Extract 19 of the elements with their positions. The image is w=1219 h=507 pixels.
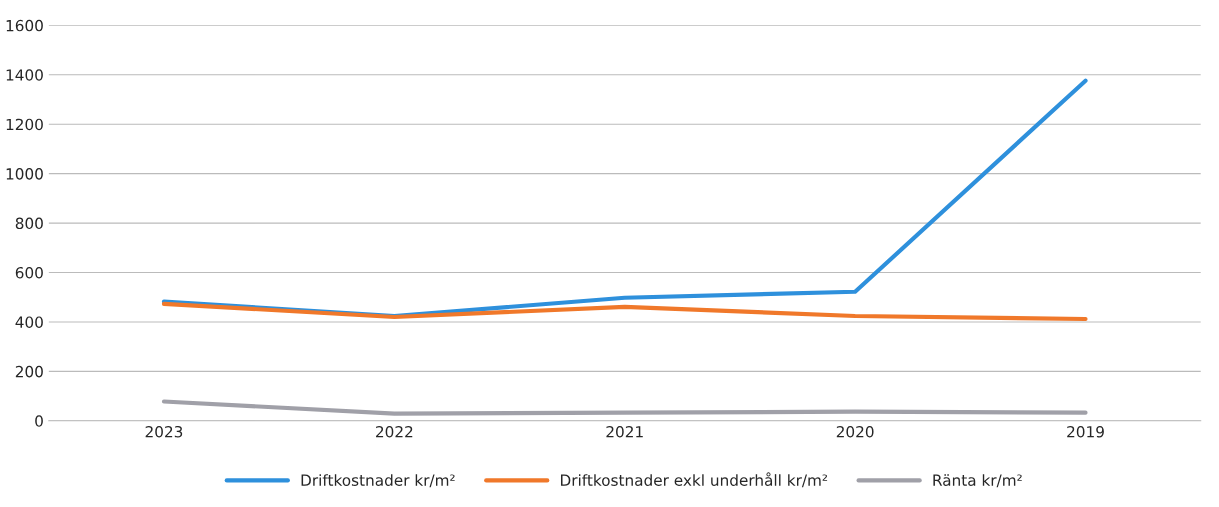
y-tick-label: 200 xyxy=(15,365,43,378)
y-tick-label: 1600 xyxy=(6,19,43,32)
line-series xyxy=(161,399,1088,416)
legend-label: Driftkostnader kr/m² xyxy=(301,474,455,488)
y-tick-label: 800 xyxy=(15,217,43,230)
x-tick-label: 2019 xyxy=(1067,425,1104,438)
legend-label: Ränta kr/m² xyxy=(933,474,1022,488)
x-tick-label: 2022 xyxy=(376,425,413,438)
y-tick-label: 1000 xyxy=(6,168,43,180)
x-tick-label: 2020 xyxy=(836,425,874,438)
x-tick-label: 2021 xyxy=(606,425,643,438)
y-tick-label: 600 xyxy=(15,266,43,279)
x-tick-label: 2023 xyxy=(145,425,183,438)
y-tick-label: 1400 xyxy=(6,69,43,81)
y-tick-label: 1200 xyxy=(6,118,43,131)
line-series xyxy=(161,301,1088,322)
legend-label: Driftkostnader exkl underhåll kr/m² xyxy=(561,472,828,488)
y-tick-label: 400 xyxy=(15,316,43,328)
y-tick-label: 0 xyxy=(35,415,43,427)
